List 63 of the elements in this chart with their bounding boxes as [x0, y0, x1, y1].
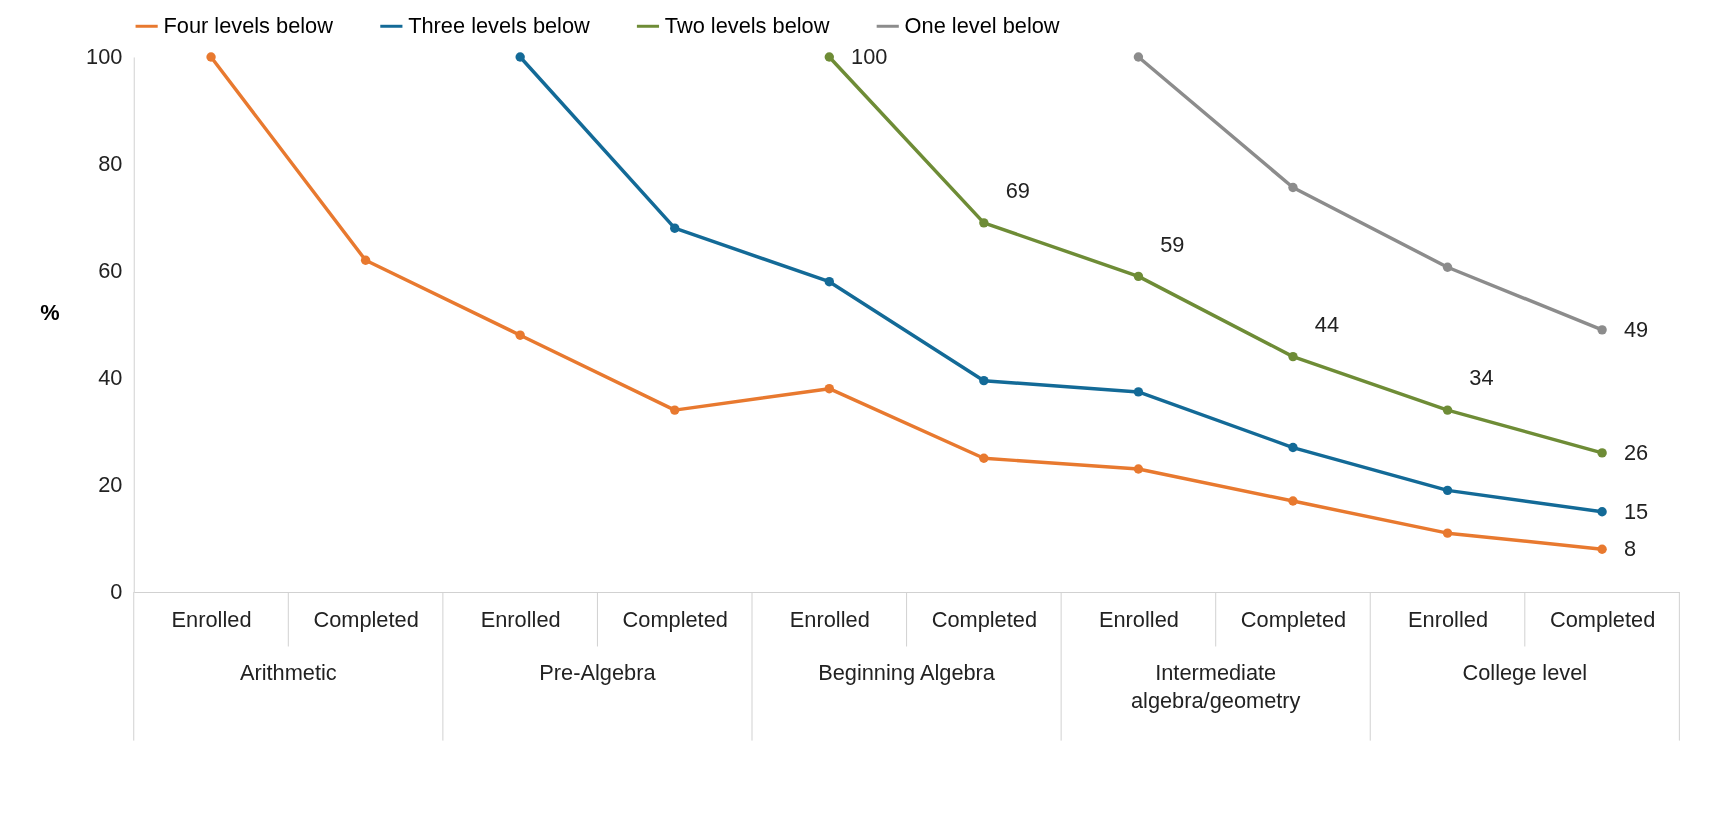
y-tick-label: 100	[86, 44, 123, 70]
point	[1288, 496, 1298, 506]
x-tick-label: Completed	[931, 607, 1038, 633]
point	[670, 405, 680, 415]
x-tick-label: Completed	[1549, 607, 1656, 633]
point	[979, 375, 989, 386]
x-tick-label: Enrolled	[480, 607, 561, 633]
point	[1597, 544, 1607, 554]
point	[979, 453, 989, 463]
point	[1133, 387, 1144, 397]
x-tick-label: Enrolled	[789, 607, 870, 633]
point	[360, 255, 371, 265]
point	[1442, 405, 1453, 415]
point	[1442, 262, 1453, 272]
legend-label: One level below	[904, 13, 1060, 39]
data-label: 100	[851, 43, 888, 69]
point	[515, 330, 525, 340]
data-label: 8	[1623, 536, 1637, 562]
point	[1597, 448, 1607, 458]
point	[824, 277, 834, 287]
y-tick-label: 20	[98, 472, 123, 498]
x-tick-label: Enrolled	[1098, 607, 1179, 633]
y-tick-label: 40	[98, 365, 123, 391]
text: Arithmetic	[239, 660, 337, 686]
x-tick-label: Completed	[1240, 607, 1347, 633]
text: College level	[1462, 660, 1588, 686]
point	[1597, 325, 1607, 335]
data-label: 26	[1623, 439, 1649, 465]
point	[1133, 464, 1144, 474]
point	[1442, 485, 1453, 496]
x-tick-label: Enrolled	[1408, 607, 1488, 633]
legend-label: Four levels below	[163, 13, 334, 39]
point	[1133, 271, 1144, 282]
point	[1442, 528, 1453, 538]
point	[824, 384, 834, 394]
data-label: 49	[1623, 316, 1649, 342]
x-tick-label: Completed	[313, 607, 419, 633]
point	[824, 52, 834, 62]
text: Intermediate algebra/geometry	[1130, 660, 1301, 713]
data-label: 69	[1005, 178, 1030, 204]
point	[515, 52, 525, 62]
legend-label: Two levels below	[664, 13, 830, 39]
point	[979, 218, 989, 228]
y-axis-title: %	[40, 300, 60, 326]
x-tick-label: Enrolled	[171, 607, 252, 633]
point	[1597, 507, 1607, 517]
text: Pre-Algebra	[539, 660, 657, 686]
data-label: 59	[1160, 231, 1185, 257]
y-tick-label: 0	[110, 579, 123, 605]
data-label: 44	[1314, 311, 1339, 337]
data-label: 34	[1469, 365, 1494, 391]
text: Beginning Algebra	[818, 660, 996, 686]
point	[670, 223, 680, 233]
point	[1288, 182, 1298, 193]
point	[206, 52, 216, 62]
x-tick-label: Completed	[622, 607, 728, 633]
y-tick-label: 80	[98, 151, 123, 177]
legend-label: Three levels below	[408, 13, 591, 39]
point	[1288, 351, 1298, 362]
point	[1133, 52, 1144, 62]
y-tick-label: 60	[98, 258, 123, 284]
point	[1288, 442, 1298, 453]
data-label: 15	[1623, 498, 1649, 524]
